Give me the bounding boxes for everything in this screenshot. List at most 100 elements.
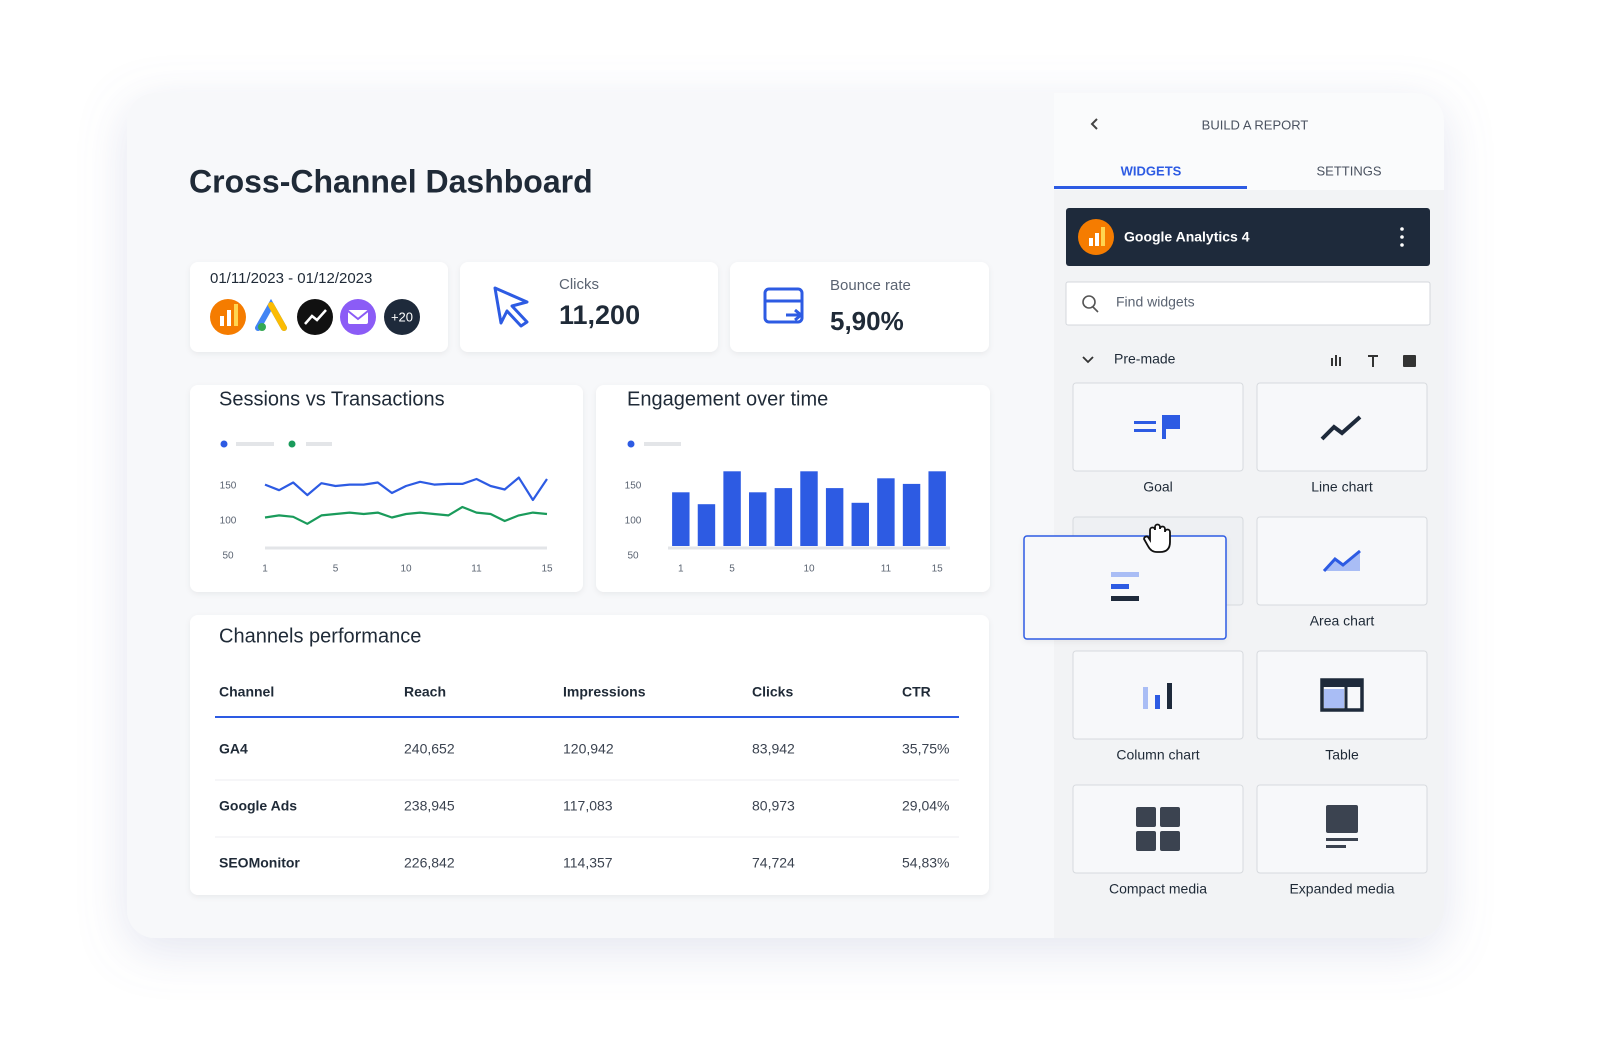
collapse-icon[interactable] <box>1082 356 1094 364</box>
icon-part <box>1335 355 1337 366</box>
kpi-label: Bounce rate <box>830 277 911 294</box>
icon-part <box>1322 549 1361 573</box>
row-label: GA4 <box>219 741 248 757</box>
back-button[interactable] <box>1090 118 1098 130</box>
widget-label: Table <box>1325 747 1359 763</box>
bar <box>697 504 716 546</box>
icon-part <box>1111 584 1129 589</box>
dashboard-title: Cross-Channel Dashboard <box>189 163 593 199</box>
table-cell: 54,83% <box>902 855 949 871</box>
x-tick-label: 11 <box>881 564 892 575</box>
x-tick-label: 1 <box>678 564 684 575</box>
tab[interactable]: SETTINGS <box>1316 163 1381 178</box>
menu-dot[interactable] <box>1400 227 1404 231</box>
browser-icon <box>763 287 804 324</box>
widget-label: Compact media <box>1109 881 1207 897</box>
table-cell: 226,842 <box>404 855 455 871</box>
column-header: Impressions <box>563 684 646 700</box>
y-tick-label: 50 <box>627 551 639 562</box>
x-tick-label: 15 <box>932 564 944 575</box>
cursor-icon <box>493 286 529 328</box>
icon-part <box>1095 233 1099 246</box>
column-header: Channel <box>219 684 274 700</box>
menu-dot <box>1400 235 1404 239</box>
y-tick-label: 50 <box>222 551 234 562</box>
kpi-value: 11,200 <box>559 300 640 330</box>
table-cell: 74,724 <box>752 855 795 871</box>
icon-part <box>1324 689 1344 708</box>
widget-tile[interactable] <box>1256 382 1428 472</box>
icon-part <box>1339 357 1341 366</box>
legend-marker <box>220 440 228 448</box>
icon-part <box>1111 572 1139 577</box>
widget-tile[interactable] <box>1072 784 1244 874</box>
widget-label: Expanded media <box>1289 881 1394 897</box>
search-box[interactable] <box>1065 281 1431 326</box>
grab-cursor <box>1143 523 1171 553</box>
filter-media[interactable] <box>1403 355 1416 367</box>
widget-label: Area chart <box>1310 613 1375 629</box>
icon-part <box>1101 227 1105 246</box>
date-range: 01/11/2023 - 01/12/2023 <box>210 270 372 287</box>
icon-part <box>1326 805 1358 833</box>
icon-part <box>1136 831 1156 851</box>
icon-part <box>304 309 327 325</box>
bar <box>902 483 921 546</box>
icon-part <box>1134 421 1156 424</box>
table-card <box>190 615 989 895</box>
chart-title: Sessions vs Transactions <box>219 388 445 410</box>
bar <box>723 471 741 546</box>
legend-marker <box>627 440 635 448</box>
table-cell: 238,945 <box>404 798 455 814</box>
table-cell: 80,973 <box>752 798 795 814</box>
widget-label: Line chart <box>1311 479 1373 495</box>
widget-tile[interactable] <box>1072 382 1244 472</box>
icon-part <box>227 310 231 326</box>
y-tick-label: 150 <box>625 481 642 492</box>
icon-part <box>1092 306 1099 313</box>
source-name: Google Analytics 4 <box>1124 229 1250 245</box>
icon-part <box>1326 838 1358 841</box>
bar <box>851 502 869 546</box>
row-label: Google Ads <box>219 798 297 814</box>
panel-header <box>1054 93 1444 190</box>
kpi-card <box>460 262 718 352</box>
x-tick-label: 5 <box>333 564 339 575</box>
table-cell: 114,357 <box>563 855 613 871</box>
tab-active[interactable]: WIDGETS <box>1121 163 1182 178</box>
filter-chart[interactable] <box>1331 358 1333 366</box>
x-tick-label: 11 <box>471 564 482 575</box>
table-cell: 83,942 <box>752 741 795 757</box>
icon-part <box>1136 807 1156 827</box>
icon-part <box>234 304 238 326</box>
y-tick-label: 100 <box>220 516 237 527</box>
x-tick-label: 15 <box>541 564 553 575</box>
kpi-card <box>730 262 989 352</box>
bar <box>672 492 690 546</box>
icon-part <box>786 308 804 322</box>
icon-part <box>268 302 287 331</box>
table-cell: 120,942 <box>563 741 614 757</box>
filter-text[interactable] <box>1368 355 1378 367</box>
icon-part <box>1111 596 1139 601</box>
column-header: Clicks <box>752 684 793 700</box>
widget-tile[interactable] <box>1256 516 1428 606</box>
x-tick-label: 10 <box>803 564 815 575</box>
row-label: SEOMonitor <box>219 855 300 871</box>
source-selector[interactable] <box>1066 208 1430 266</box>
x-tick-label: 10 <box>400 564 412 575</box>
x-tick-label: 5 <box>729 564 735 575</box>
icon-part <box>1134 429 1156 432</box>
table-cell: 29,04% <box>902 798 949 814</box>
table-cell: 240,652 <box>404 741 455 757</box>
icon-part <box>1322 680 1362 687</box>
y-tick-label: 150 <box>220 481 237 492</box>
bar <box>800 471 818 546</box>
bar <box>825 488 844 546</box>
bar <box>749 492 767 546</box>
more-sources: +20 <box>391 309 413 324</box>
widget-label: Goal <box>1143 479 1173 495</box>
search-placeholder: Find widgets <box>1116 294 1195 310</box>
icon-part <box>1324 551 1360 571</box>
